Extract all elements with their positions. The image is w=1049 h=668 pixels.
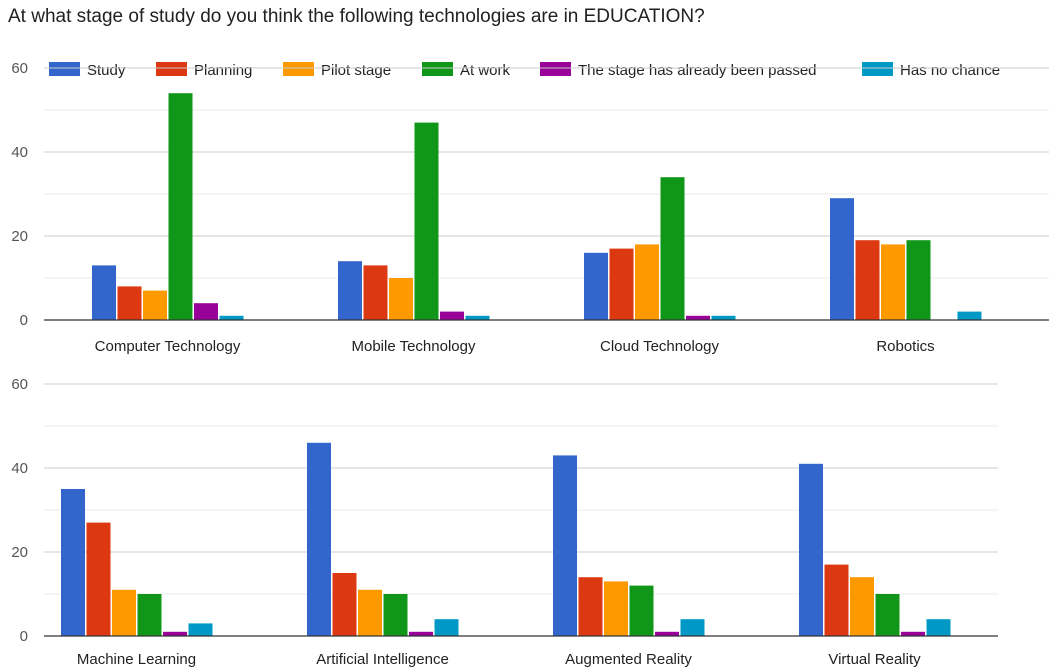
bar-cloud-technology-planning (609, 248, 634, 320)
bar-augmented-reality-planning (578, 577, 603, 636)
bar-cloud-technology-has-no-chance (711, 315, 736, 320)
bar-cloud-technology-the-stage-has-already-been-passed (686, 315, 710, 320)
category-label-machine-learning: Machine Learning (77, 651, 196, 668)
legend: Study Planning Pilot stage At work The stage… (49, 62, 1000, 79)
bar-mobile-technology-the-stage-has-already-been-passed (440, 311, 464, 320)
bar-computer-technology-study (92, 265, 116, 320)
bar-machine-learning-pilot-stage (112, 589, 136, 636)
bar-artificial-intelligence-at-work (383, 594, 408, 636)
bar-computer-technology-has-no-chance (219, 315, 244, 320)
legend-label-has-no-chance: Has no chance (900, 62, 1000, 79)
bar-virtual-reality-planning (824, 564, 849, 636)
bar-virtual-reality-has-no-chance (926, 619, 951, 636)
bar-artificial-intelligence-pilot-stage (358, 589, 382, 636)
y-tick-label: 60 (11, 60, 28, 77)
y-tick-label: 60 (11, 376, 28, 393)
bar-robotics-study (830, 198, 854, 320)
y-tick-label: 40 (11, 144, 28, 161)
bar-computer-technology-the-stage-has-already-been-passed (194, 303, 218, 320)
y-tick-label: 20 (11, 544, 28, 561)
bar-machine-learning-has-no-chance (188, 623, 213, 636)
chart-panel-top: 0 20 40 60 Computer Technology Mobile Technol… (11, 60, 1049, 355)
bar-cloud-technology-pilot-stage (635, 244, 659, 320)
legend-swatch-has-no-chance (862, 62, 893, 76)
bar-virtual-reality-at-work (875, 594, 900, 636)
legend-label-planning: Planning (194, 62, 252, 79)
bar-machine-learning-at-work (137, 594, 162, 636)
bar-artificial-intelligence-study (307, 442, 331, 636)
bar-augmented-reality-pilot-stage (604, 581, 628, 636)
category-label-artificial-intelligence: Artificial Intelligence (316, 651, 449, 668)
category-label-mobile-technology: Mobile Technology (352, 338, 476, 355)
y-tick-label: 0 (20, 312, 28, 329)
legend-label-pilot-stage: Pilot stage (321, 62, 391, 79)
y-tick-label: 40 (11, 460, 28, 477)
bar-computer-technology-planning (117, 286, 142, 320)
bar-mobile-technology-study (338, 261, 362, 320)
bar-mobile-technology-at-work (414, 122, 439, 320)
bar-robotics-at-work (906, 240, 931, 320)
legend-swatch-at-work (422, 62, 453, 76)
bar-virtual-reality-study (799, 463, 823, 636)
bar-machine-learning-planning (86, 522, 111, 636)
legend-label-study: Study (87, 62, 126, 79)
bar-robotics-planning (855, 240, 880, 320)
chart-panel-bottom: 0 20 40 60 Machine Learning Artificial Intell… (11, 376, 998, 668)
legend-swatch-pilot-stage (283, 62, 314, 76)
legend-label-at-work: At work (460, 62, 511, 79)
legend-swatch-the-stage-has-already-been-passed (540, 62, 571, 76)
bar-augmented-reality-has-no-chance (680, 619, 705, 636)
bar-artificial-intelligence-has-no-chance (434, 619, 459, 636)
y-tick-label: 0 (20, 628, 28, 645)
bar-mobile-technology-pilot-stage (389, 278, 413, 320)
category-label-cloud-technology: Cloud Technology (600, 338, 719, 355)
bar-robotics-pilot-stage (881, 244, 905, 320)
bar-artificial-intelligence-the-stage-has-already-been-passed (409, 631, 433, 636)
bar-mobile-technology-planning (363, 265, 388, 320)
bar-computer-technology-at-work (168, 93, 193, 320)
bar-augmented-reality-at-work (629, 585, 654, 636)
bar-virtual-reality-the-stage-has-already-been-passed (901, 631, 925, 636)
chart-title: At what stage of study do you think the … (8, 6, 705, 27)
bar-machine-learning-the-stage-has-already-been-passed (163, 631, 187, 636)
bar-cloud-technology-at-work (660, 177, 685, 320)
bar-robotics-has-no-chance (957, 311, 982, 320)
legend-swatch-study (49, 62, 80, 76)
bar-augmented-reality-study (553, 455, 577, 636)
bar-mobile-technology-has-no-chance (465, 315, 490, 320)
bar-machine-learning-study (61, 489, 85, 636)
category-label-computer-technology: Computer Technology (95, 338, 241, 355)
bar-virtual-reality-pilot-stage (850, 577, 874, 636)
bar-artificial-intelligence-planning (332, 573, 357, 636)
bar-computer-technology-pilot-stage (143, 290, 167, 320)
legend-swatch-planning (156, 62, 187, 76)
category-label-virtual-reality: Virtual Reality (828, 651, 921, 668)
y-tick-label: 20 (11, 228, 28, 245)
bar-augmented-reality-the-stage-has-already-been-passed (655, 631, 679, 636)
category-label-robotics: Robotics (876, 338, 934, 355)
legend-label-the-stage-has-already-been-passed: The stage has already been passed (578, 62, 817, 79)
category-label-augmented-reality: Augmented Reality (565, 651, 692, 668)
bar-cloud-technology-study (584, 252, 608, 320)
